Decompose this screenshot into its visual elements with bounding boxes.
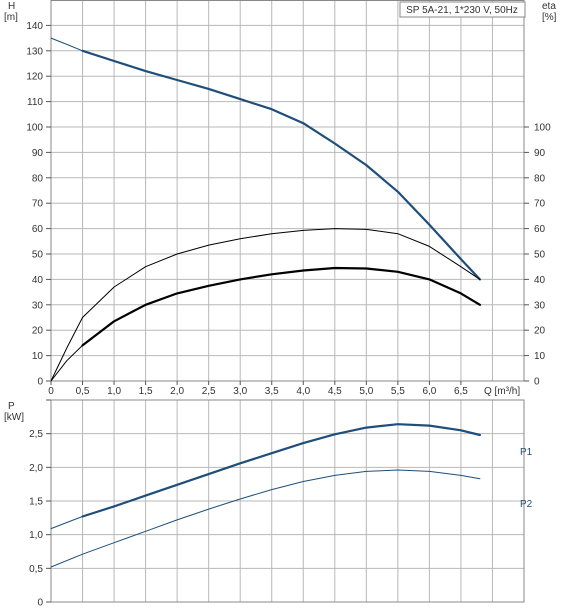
top-series-line — [50, 317, 83, 382]
top-series-line — [50, 37, 83, 52]
p-tick-label: 2,5 — [29, 429, 43, 440]
p2-series-label: P2 — [520, 499, 533, 510]
h-tick-label: 40 — [32, 275, 44, 286]
q-tick-label: 5,5 — [391, 386, 405, 397]
q-tick-label: 2,0 — [170, 386, 184, 397]
title-box: SP 5A-21, 1*230 V, 50Hz — [399, 1, 526, 18]
h-tick-label: 10 — [32, 351, 44, 362]
q-tick-label: 6,5 — [454, 386, 468, 397]
bottom-series-line — [50, 516, 83, 530]
q-tick-label: 6,0 — [422, 386, 436, 397]
h-tick-label: 120 — [26, 72, 43, 83]
h-tick-label: 80 — [32, 173, 44, 184]
tick-labels: 0 10 20 30 40 50 60 70 80 90 100 110 120 130 140 0 10 20 3… — [26, 21, 551, 609]
p-tick-label: 2,0 — [29, 463, 43, 474]
top-plot-frame — [50, 0, 525, 382]
h-tick-label: 100 — [26, 123, 43, 134]
title-box-frame — [399, 1, 526, 18]
h-tick-label: 20 — [32, 326, 44, 337]
plot-frames — [50, 0, 525, 603]
bottom-series-line — [50, 469, 481, 568]
q-axis-label: Q [m³/h] — [484, 386, 520, 397]
q-tick-label: 4,5 — [328, 386, 342, 397]
eta-tick-label: 10 — [534, 351, 546, 362]
h-tick-label: 50 — [32, 250, 44, 261]
h-tick-label: 0 — [37, 377, 43, 388]
h-axis-unit: [m] — [4, 12, 18, 23]
h-tick-label: 90 — [32, 148, 44, 159]
q-tick-label: 2,5 — [202, 386, 216, 397]
top-series-line — [82, 228, 481, 318]
p-tick-label: 0,5 — [29, 564, 43, 575]
eta-axis-label: eta — [542, 1, 556, 12]
series-layer — [50, 37, 481, 568]
eta-tick-label: 40 — [534, 275, 546, 286]
eta-tick-label: 80 — [534, 173, 546, 184]
p-axis-unit: [kW] — [4, 412, 24, 423]
eta-tick-label: 30 — [534, 300, 546, 311]
eta-tick-label: 50 — [534, 250, 546, 261]
eta-tick-label: 0 — [534, 377, 540, 388]
chart-title: SP 5A-21, 1*230 V, 50Hz — [406, 5, 518, 16]
p-tick-label: 1,0 — [29, 530, 43, 541]
bottom-series-line — [81, 423, 481, 518]
eta-tick-label: 90 — [534, 148, 546, 159]
q-tick-label: 0,5 — [76, 386, 90, 397]
h-tick-label: 140 — [26, 21, 43, 32]
p-axis-label: P — [8, 401, 15, 412]
top-series-line — [50, 344, 83, 382]
h-axis-label: H — [8, 1, 15, 12]
q-tick-label: 1,0 — [107, 386, 121, 397]
eta-tick-label: 100 — [534, 123, 551, 134]
p1-series-label: P1 — [520, 447, 533, 458]
q-tick-label: 0 — [48, 386, 54, 397]
h-tick-label: 70 — [32, 199, 44, 210]
eta-tick-label: 60 — [534, 224, 546, 235]
q-tick-label: 5,0 — [359, 386, 373, 397]
top-series-line — [81, 49, 481, 281]
grid-layer — [50, 0, 525, 603]
h-tick-label: 130 — [26, 46, 43, 57]
eta-tick-label: 70 — [534, 199, 546, 210]
eta-tick-label: 20 — [534, 326, 546, 337]
h-tick-label: 60 — [32, 224, 44, 235]
q-tick-label: 1,5 — [139, 386, 153, 397]
top-series-line — [81, 266, 481, 347]
q-tick-label: 4,0 — [296, 386, 310, 397]
q-tick-label: 3,5 — [265, 386, 279, 397]
q-tick-label: 3,0 — [233, 386, 247, 397]
h-tick-label: 30 — [32, 300, 44, 311]
p-tick-label: 0 — [37, 598, 43, 609]
p-tick-label: 1,5 — [29, 497, 43, 508]
eta-axis-unit: [%] — [542, 12, 557, 23]
h-tick-label: 110 — [27, 97, 43, 108]
